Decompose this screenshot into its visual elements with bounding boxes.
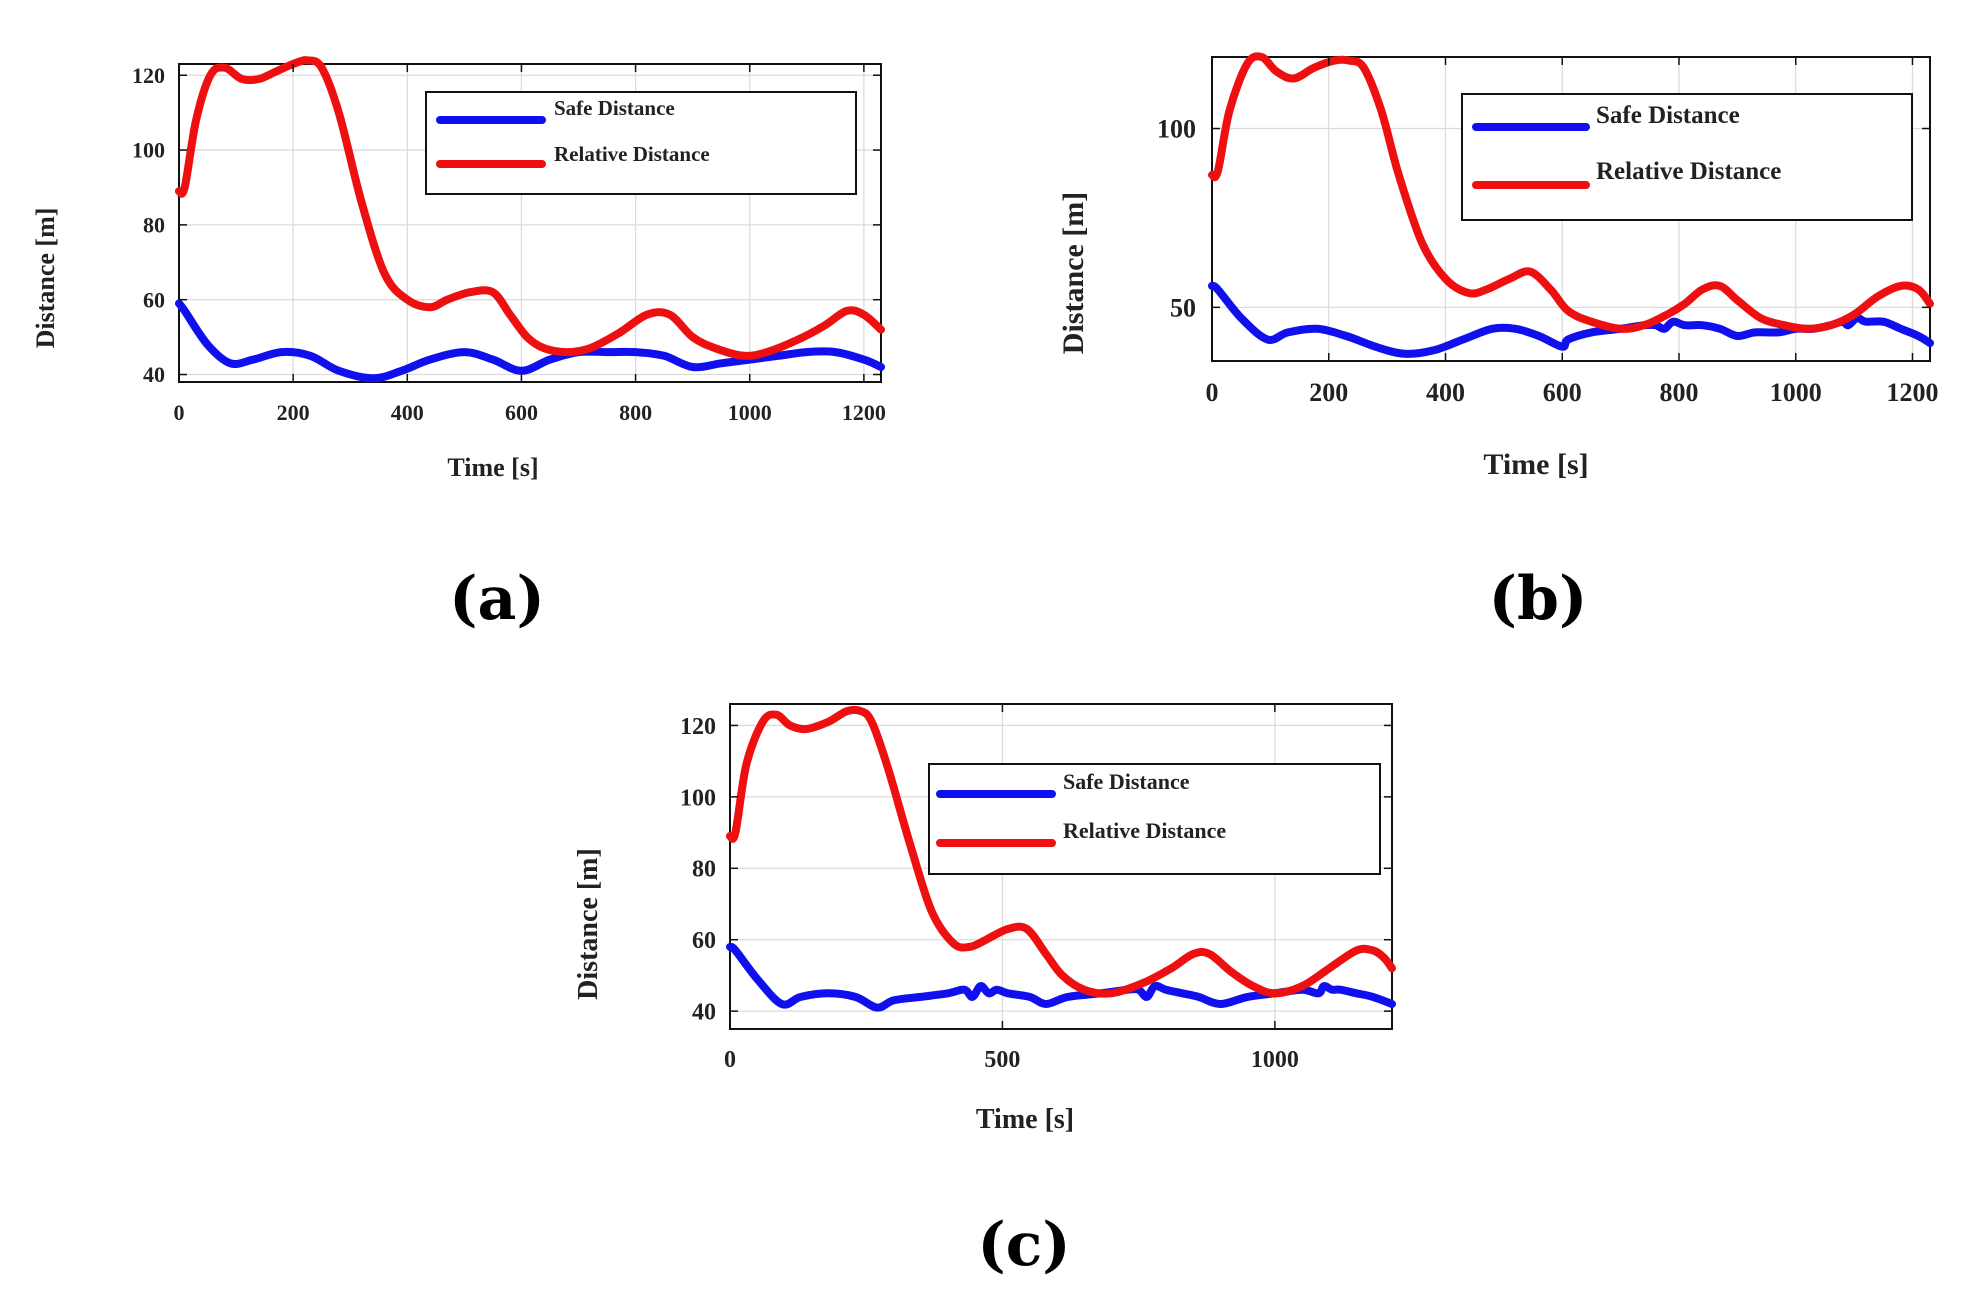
panel-c: Time [s] Distance [m] Safe Distance Rela… (573, 703, 1396, 1280)
legend-label-relative-c: Relative Distance (1063, 818, 1226, 843)
legend-b: Safe Distance Relative Distance (1461, 93, 1913, 221)
legend-label-relative-a: Relative Distance (554, 142, 710, 166)
series-group-b (1208, 52, 1934, 358)
x-tick-label: 1200 (842, 400, 886, 425)
ticks-b: 0 200 400 600 800 1000 1200 50 100 (1157, 57, 1938, 407)
legend-box-c (928, 763, 1381, 875)
y-tick-label: 60 (143, 287, 165, 312)
y-tick-label: 80 (143, 213, 165, 238)
plot-frame-c (729, 703, 1393, 1030)
x-tick-label: 1200 (1886, 378, 1938, 407)
x-tick-label: 0 (1206, 378, 1219, 407)
y-tick-label: 80 (692, 857, 716, 883)
series-line-safe-c (726, 942, 1396, 1012)
x-tick-label: 800 (1659, 378, 1698, 407)
y-tick-label: 60 (692, 928, 716, 954)
y-axis-label-b: Distance [m] (1057, 192, 1090, 354)
x-tick-label: 600 (1543, 378, 1582, 407)
x-tick-label: 1000 (1251, 1047, 1299, 1073)
legend-label-relative-b: Relative Distance (1596, 158, 1781, 185)
x-tick-label: 200 (1309, 378, 1348, 407)
legend-c: Safe Distance Relative Distance (928, 763, 1381, 875)
series-line-relative-a (175, 56, 885, 360)
plot-frame-a (178, 63, 882, 383)
x-tick-label: 400 (1426, 378, 1465, 407)
legend-label-safe-a: Safe Distance (554, 96, 675, 120)
x-tick-label: 0 (724, 1047, 736, 1073)
series-group-a (175, 56, 885, 383)
y-tick-label: 50 (1170, 293, 1196, 322)
x-tick-label: 400 (391, 400, 424, 425)
plot-frame-b (1211, 56, 1931, 362)
series-group-c (726, 705, 1396, 1012)
x-tick-label: 200 (277, 400, 310, 425)
ticks-c: 0 500 1000 40 60 80 100 120 (680, 704, 1392, 1073)
series-line-safe-b (1208, 281, 1934, 358)
y-tick-label: 100 (680, 785, 716, 811)
x-tick-label: 800 (619, 400, 652, 425)
series-line-relative-b (1208, 52, 1934, 333)
ticks-a: 0 200 400 600 800 1000 1200 40 60 80 100 120 (132, 63, 886, 425)
y-axis-label-a: Distance [m] (31, 208, 60, 349)
panel-label-b: (b) (1489, 564, 1588, 634)
series-line-safe-a (175, 299, 885, 383)
x-axis-label-c: Time [s] (976, 1104, 1074, 1135)
x-tick-label: 1000 (1770, 378, 1822, 407)
x-tick-label: 0 (174, 400, 185, 425)
legend-label-safe-b: Safe Distance (1596, 102, 1740, 129)
y-tick-label: 120 (132, 63, 165, 88)
legend-label-safe-c: Safe Distance (1063, 769, 1190, 794)
legend-box-b (1461, 93, 1913, 221)
x-tick-label: 600 (505, 400, 538, 425)
panel-label-c: (c) (977, 1210, 1070, 1280)
legend-a: Safe Distance Relative Distance (425, 91, 857, 195)
panel-label-a: (a) (449, 564, 545, 634)
x-tick-label: 1000 (728, 400, 772, 425)
series-line-relative-c (726, 705, 1396, 998)
y-axis-label-c: Distance [m] (573, 848, 604, 1000)
y-tick-label: 40 (143, 362, 165, 387)
panel-b: Time [s] Distance [m] Safe Distance Rela… (1057, 52, 1938, 634)
y-tick-label: 100 (1157, 115, 1196, 144)
legend-box-a (425, 91, 857, 195)
x-tick-label: 500 (984, 1047, 1020, 1073)
y-tick-label: 40 (692, 1000, 716, 1026)
y-tick-label: 100 (132, 138, 165, 163)
x-axis-label-b: Time [s] (1483, 448, 1588, 481)
x-axis-label-a: Time [s] (447, 453, 538, 482)
y-tick-label: 120 (680, 714, 716, 740)
panel-a: Time [s] Distance [m] Safe Distance Rela… (31, 56, 886, 634)
